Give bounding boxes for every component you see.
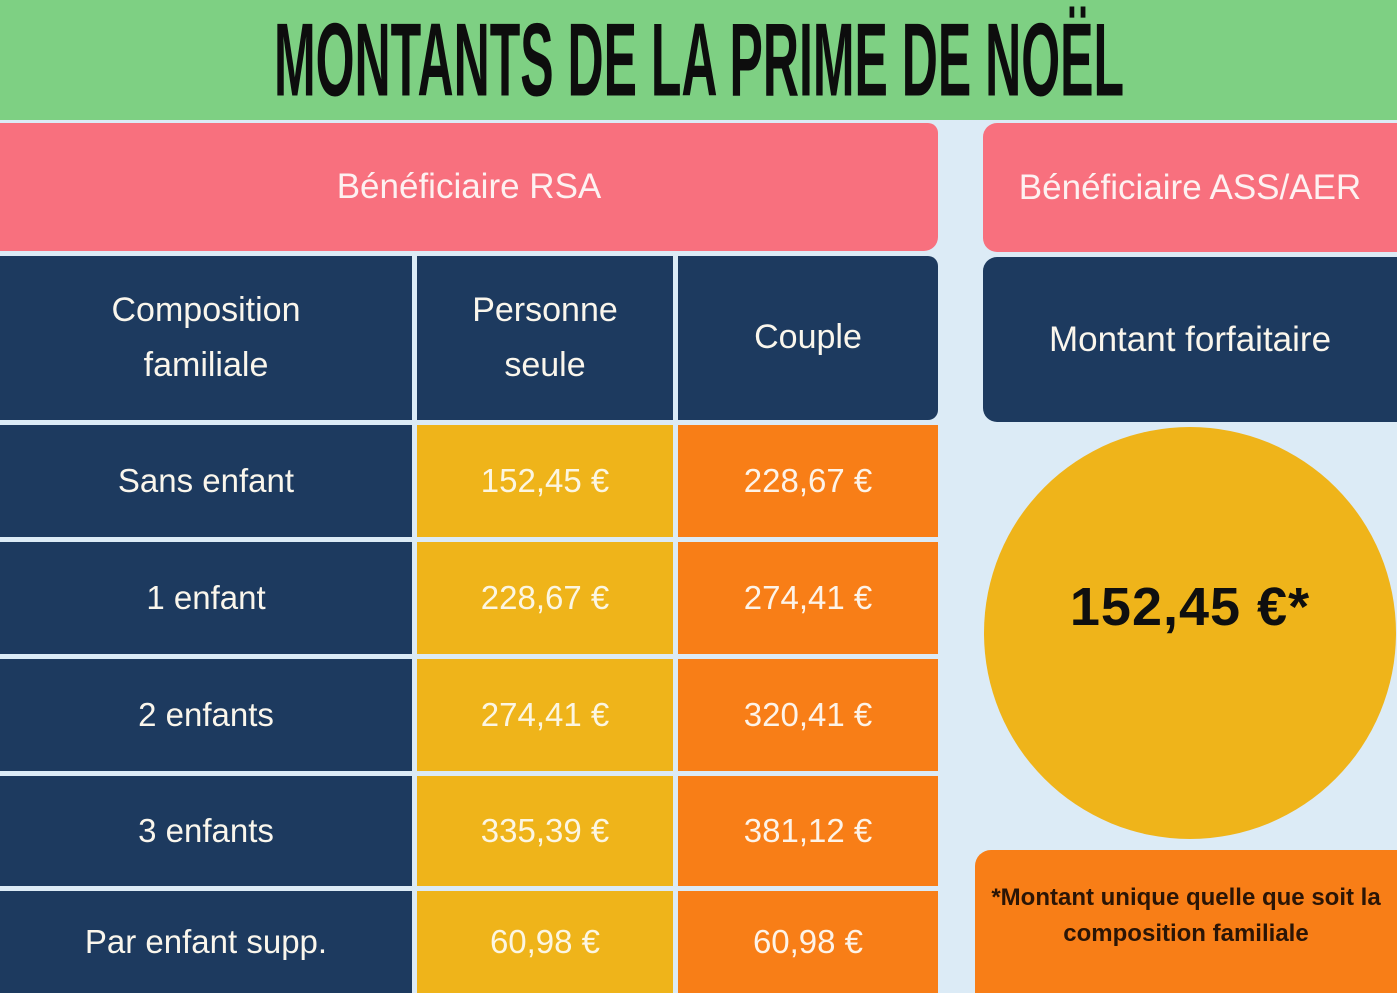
column-header-personne-seule: Personne seule xyxy=(417,256,673,420)
value-par-enfant-supp-couple: 60,98 € xyxy=(678,891,938,993)
row-label-3-enfants: 3 enfants xyxy=(0,776,412,886)
ass-aer-banner-label: Bénéficiaire ASS/AER xyxy=(1018,167,1362,207)
flat-amount-circle: 152,45 €* xyxy=(984,427,1396,839)
value-3-enfants-couple: 381,12 € xyxy=(678,776,938,886)
row-label-par-enfant-supp: Par enfant supp. xyxy=(0,891,412,993)
value-par-enfant-supp-seule: 60,98 € xyxy=(417,891,673,993)
value-2-enfants-seule: 274,41 € xyxy=(417,659,673,771)
montant-forfaitaire-label: Montant forfaitaire xyxy=(1048,319,1332,359)
rsa-banner-label: Bénéficiaire RSA xyxy=(336,167,602,206)
value-2-enfants-couple: 320,41 € xyxy=(678,659,938,771)
flat-amount-value: 152,45 €* xyxy=(1069,577,1311,637)
title-bar: MONTANTS DE LA PRIME DE NOËL xyxy=(0,0,1397,120)
rsa-table: Composition familiale Personne seule Cou… xyxy=(0,256,938,993)
value-sans-enfant-couple: 228,67 € xyxy=(678,425,938,537)
page-title: MONTANTS DE LA PRIME DE NOËL xyxy=(273,1,1124,119)
footnote-box: *Montant unique quelle que soit la compo… xyxy=(975,850,1397,993)
value-sans-enfant-seule: 152,45 € xyxy=(417,425,673,537)
rsa-banner: Bénéficiaire RSA xyxy=(0,123,938,251)
row-label-1-enfant: 1 enfant xyxy=(0,542,412,654)
row-label-2-enfants: 2 enfants xyxy=(0,659,412,771)
column-header-label: Couple xyxy=(754,318,862,357)
row-label-sans-enfant: Sans enfant xyxy=(0,425,412,537)
column-header-couple: Couple xyxy=(678,256,938,420)
column-header-composition: Composition familiale xyxy=(0,256,412,420)
montant-forfaitaire-box: Montant forfaitaire xyxy=(983,257,1397,422)
value-1-enfant-couple: 274,41 € xyxy=(678,542,938,654)
value-1-enfant-seule: 228,67 € xyxy=(417,542,673,654)
column-header-label: Composition familiale xyxy=(111,290,301,384)
ass-aer-banner: Bénéficiaire ASS/AER xyxy=(983,123,1397,252)
value-3-enfants-seule: 335,39 € xyxy=(417,776,673,886)
column-header-label: Personne seule xyxy=(472,290,618,384)
footnote-text: *Montant unique quelle que soit la compo… xyxy=(991,884,1381,947)
